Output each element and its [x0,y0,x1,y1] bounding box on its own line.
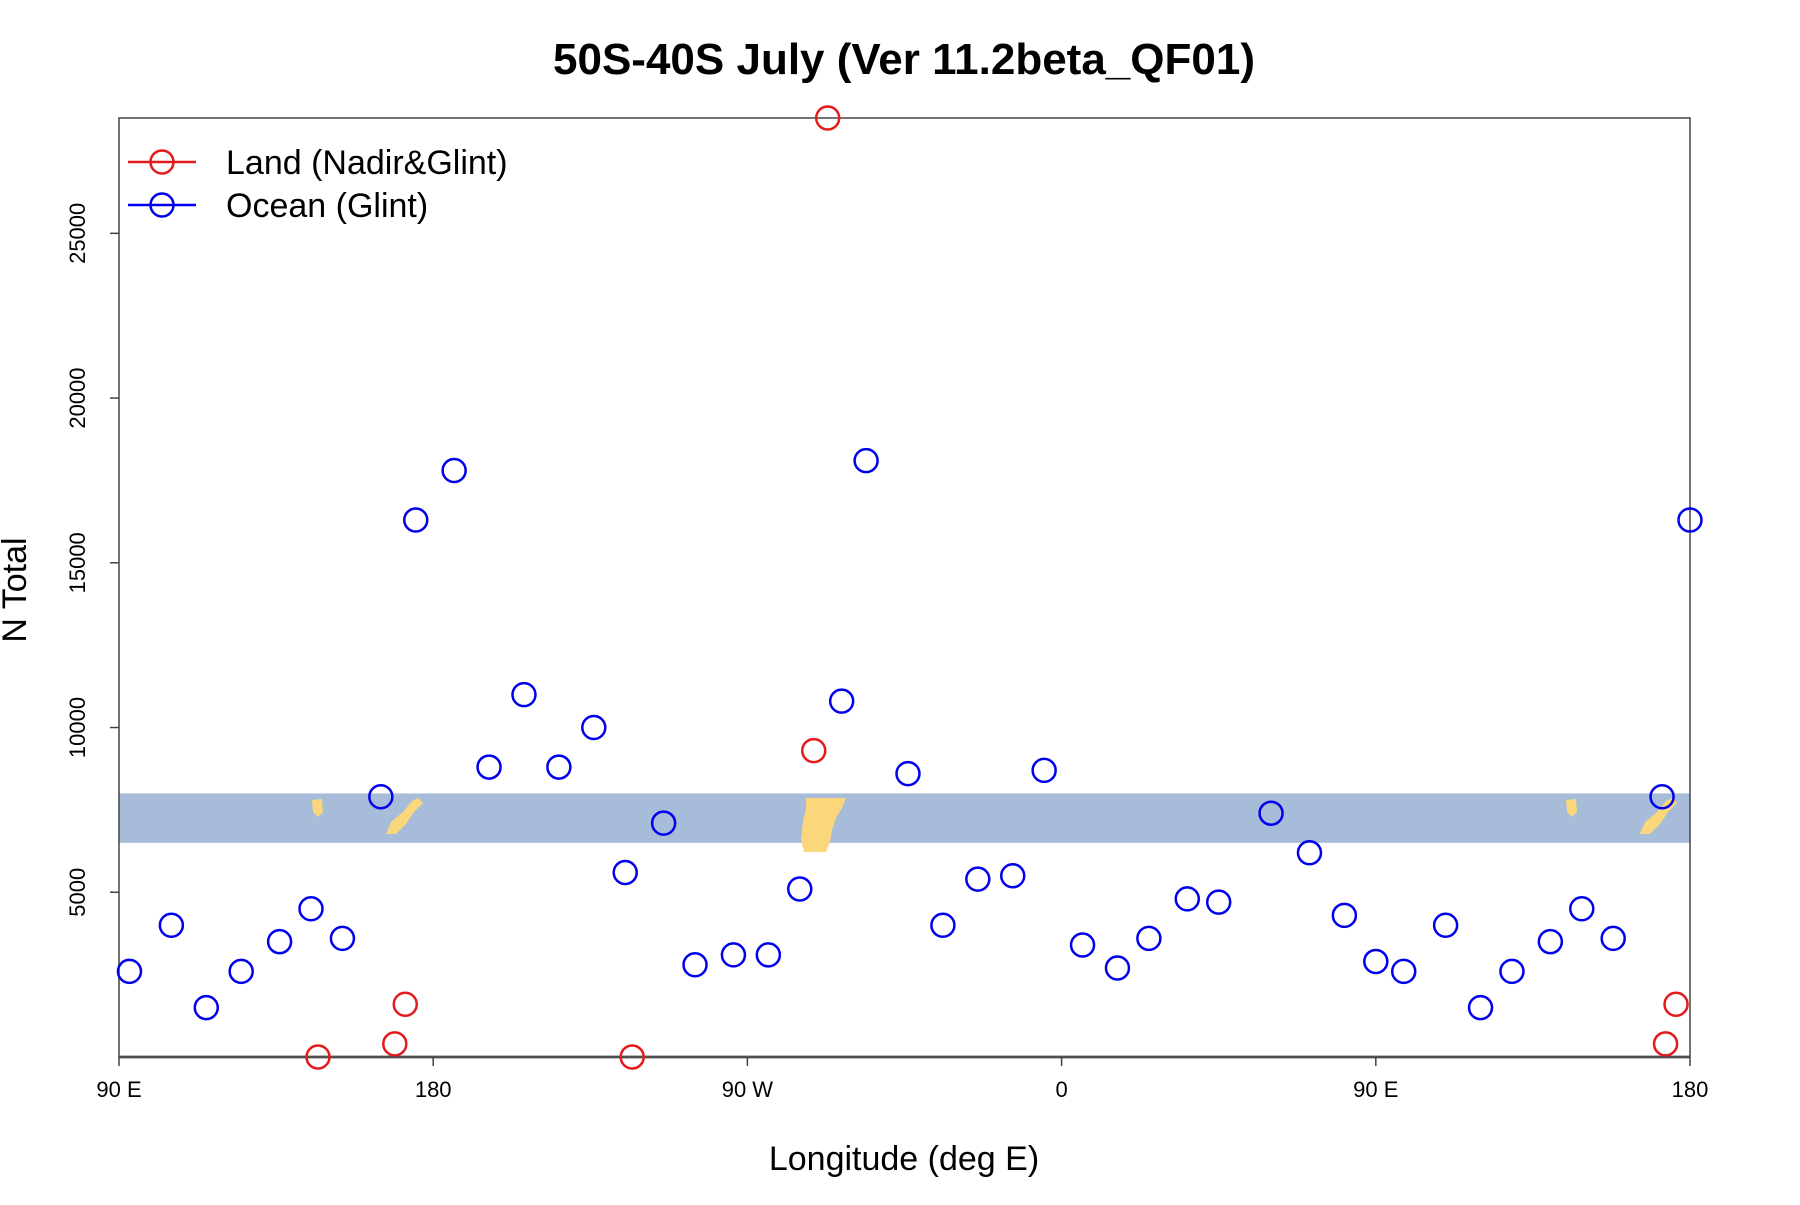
ocean-data-point [650,810,677,836]
ocean-data-point [1331,902,1358,929]
y-axis: 5000 10000 15000 20000 25000 [65,203,119,917]
legend: Land (Nadir&Glint) Ocean (Glint) [128,144,508,225]
land-data-point [1663,991,1689,1018]
ocean-data-point [1600,925,1626,952]
ocean-data-point [965,866,991,892]
ocean-data-point [1296,839,1323,866]
ocean-data-point [1677,507,1703,533]
ocean-data-point [1432,912,1459,938]
legend-label-land: Land (Nadir&Glint) [226,144,508,182]
plot-frame [118,117,1691,1058]
land-data-point [1652,1031,1679,1057]
y-tick-label: 10000 [65,697,90,758]
x-tick-label: 0 [1055,1077,1067,1102]
ocean-data-point [999,863,1026,889]
land-data-point [305,1044,331,1070]
south-america-shape [801,798,846,852]
ocean-data-point [368,783,394,810]
ocean-data-point [1537,928,1564,955]
ocean-data-point [682,951,708,978]
x-axis-label: Longitude (deg E) [769,1140,1039,1178]
legend-label-ocean: Ocean (Glint) [226,187,428,225]
ocean-data-point [853,447,879,474]
ocean-data-point [581,714,607,741]
land-data-point [619,1044,645,1070]
land-data-point [382,1031,408,1057]
ocean-data-point [1205,889,1232,915]
legend-item-land: Land (Nadir&Glint) [128,144,508,182]
map-band [119,793,1690,852]
chart-title: 50S-40S July (Ver 11.2beta_QF01) [553,35,1255,84]
y-tick-label: 5000 [65,868,90,917]
ocean-data-point [787,876,813,902]
ocean-data-point [193,994,220,1021]
tasmania-shape-left [312,799,323,817]
ocean-data-point [298,895,324,922]
ocean-data-point [1390,958,1417,985]
ocean-data-point [1136,925,1162,952]
ocean-data-point [895,760,921,787]
series-land [305,105,1689,1070]
x-tick-label: 180 [1672,1077,1709,1102]
ocean-data-point [1569,895,1595,922]
ocean-data-point [1258,800,1284,826]
ocean-band [119,793,1690,843]
land-data-point [814,105,841,131]
ocean-data-point [1499,958,1525,985]
ocean-data-point [329,925,356,952]
legend-item-ocean: Ocean (Glint) [128,187,428,225]
ocean-data-point [930,912,956,938]
x-tick-label: 180 [415,1077,452,1102]
land-data-point [800,737,827,764]
ocean-data-point [612,859,638,886]
new-zealand-shape-left [386,798,423,834]
series-layer [116,105,1703,1070]
ocean-data-point [546,754,572,780]
x-tick-label: 90 W [722,1077,774,1102]
x-axis: 90 E 180 90 W 0 90 E 180 [96,1057,1708,1102]
y-tick-label: 25000 [65,203,90,264]
y-tick-label: 20000 [65,367,90,428]
ocean-data-point [1467,994,1494,1021]
x-tick-label: 90 E [96,1077,141,1102]
ocean-data-point [1104,955,1131,981]
x-tick-label: 90 E [1353,1077,1398,1102]
ocean-data-point [1069,932,1096,958]
legend-swatch-marker-ocean [149,192,175,218]
ocean-data-point [1174,886,1201,912]
ocean-data-point [476,754,502,780]
y-axis-label: N Total [0,537,34,642]
ocean-data-point [755,942,782,968]
ocean-data-point [1363,948,1389,975]
legend-swatch-marker-land [149,149,175,175]
ocean-data-point [1649,783,1675,810]
ocean-data-point [511,681,537,708]
series-ocean [116,447,1703,1021]
ocean-data-point [116,958,143,985]
tasmania-shape-right [1566,799,1577,817]
ocean-data-point [441,457,467,484]
ocean-data-point [828,688,855,714]
ocean-data-point [158,912,185,938]
ocean-data-point [720,942,747,968]
ocean-data-point [1031,757,1057,784]
land-data-point [392,991,419,1018]
ocean-data-point [228,958,254,985]
y-tick-label: 15000 [65,532,90,593]
ocean-data-point [266,928,293,955]
ocean-data-point [402,507,429,533]
